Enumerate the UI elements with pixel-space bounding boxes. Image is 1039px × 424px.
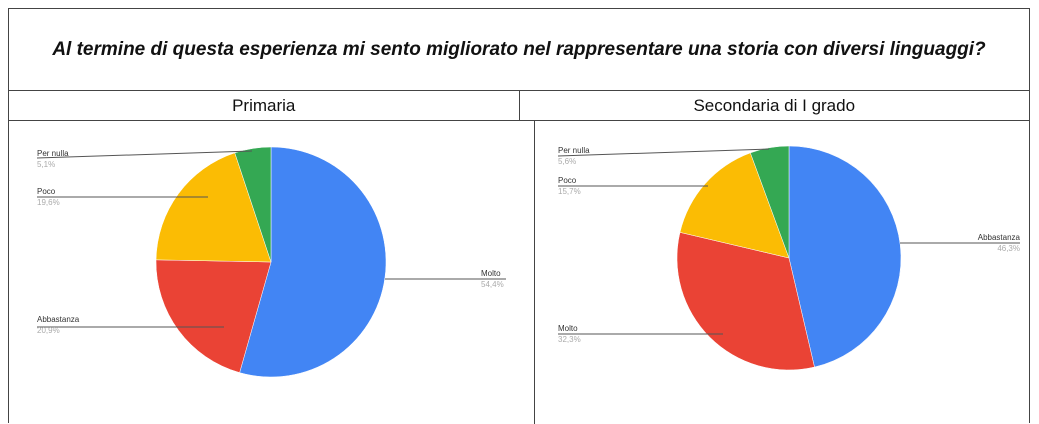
primaria-percent-poco: 19,6% — [37, 198, 60, 207]
primaria-percent-abbastanza: 20,9% — [37, 326, 60, 335]
primaria-leader-line-per-nulla — [36, 150, 253, 159]
survey-table: Al termine di questa esperienza mi sento… — [8, 8, 1030, 424]
primaria-slice-per-nulla — [234, 146, 272, 263]
column-header-row: Primaria Secondaria di I grado — [9, 91, 1029, 121]
column-header-primaria: Primaria — [232, 95, 296, 115]
primaria-label-abbastanza: Abbastanza — [37, 315, 80, 324]
secondaria-label-per-nulla: Per nulla — [558, 146, 590, 155]
primaria-label-poco: Poco — [37, 187, 56, 196]
secondaria-leader-line-per-nulla — [557, 148, 770, 157]
secondaria-percent-poco: 15,7% — [558, 187, 581, 196]
secondaria-percent-abbastanza: 46,3% — [997, 244, 1020, 253]
secondaria-label-abbastanza: Abbastanza — [978, 233, 1021, 242]
question-title: Al termine di questa esperienza mi sento… — [52, 39, 986, 60]
secondaria-label-molto: Molto — [558, 324, 578, 333]
secondaria-slice-per-nulla — [750, 145, 790, 259]
primaria-slice-molto — [239, 146, 387, 378]
secondaria-percent-molto: 32,3% — [558, 335, 581, 344]
secondaria-slice-abbastanza — [788, 145, 902, 368]
secondaria-slice-poco — [679, 152, 790, 259]
primaria-slice-abbastanza — [155, 259, 272, 373]
secondaria-label-poco: Poco — [558, 176, 577, 185]
primaria-percent-molto: 54,4% — [481, 280, 504, 289]
primaria-percent-per-nulla: 5,1% — [37, 160, 55, 169]
secondaria-slice-molto — [676, 232, 815, 371]
column-header-secondaria: Secondaria di I grado — [518, 91, 1030, 120]
primaria-label-per-nulla: Per nulla — [37, 149, 69, 158]
primaria-slice-poco — [155, 152, 272, 263]
primaria-label-molto: Molto — [481, 269, 501, 278]
column-divider — [534, 121, 535, 424]
question-title-row: Al termine di questa esperienza mi sento… — [9, 9, 1029, 91]
secondaria-percent-per-nulla: 5,6% — [558, 157, 576, 166]
